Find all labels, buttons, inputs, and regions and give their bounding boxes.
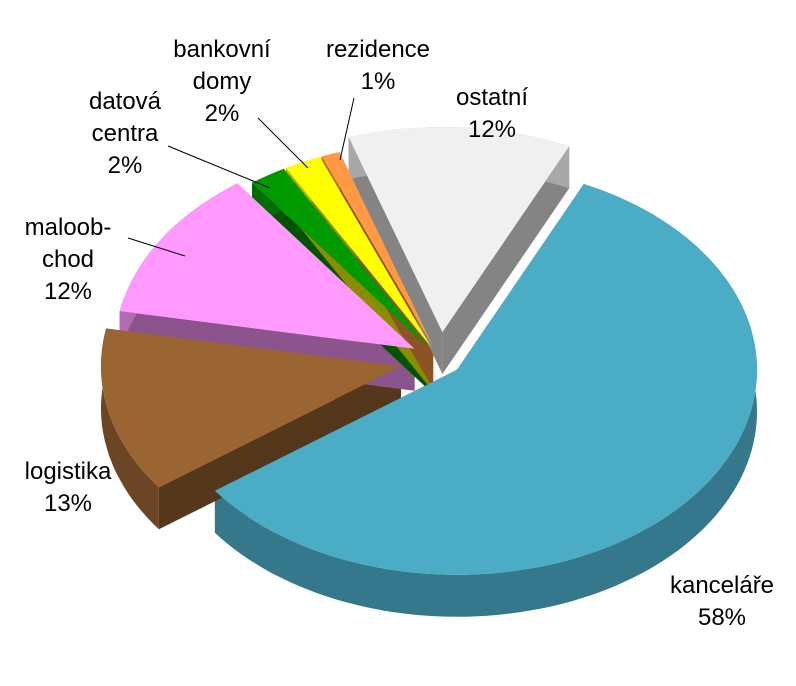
category-label: rezidence [325,36,431,63]
slice [119,183,415,349]
value-label: 12% [43,278,93,305]
category-label: maloob- chod [24,214,112,273]
slice-cut-face [158,366,401,530]
slice-label: logistika 13% [25,456,112,520]
value-label: 1% [360,68,396,95]
slice [348,127,570,332]
slice-cut-face [348,137,443,374]
value-label: 13% [43,490,93,517]
slice [101,328,401,488]
category-label: datová centra [88,88,162,147]
category-label: kanceláře [669,572,775,599]
category-label: bankovní domy [173,36,271,95]
category-label: logistika [24,458,112,485]
slice-outer-wall [101,328,159,530]
value-label: 58% [697,604,747,631]
slice-label: rezidence 1% [326,34,430,98]
category-label: ostatní [455,84,529,111]
slice [321,152,434,347]
slice-label: kanceláře 58% [670,570,774,634]
leader-line [167,145,271,189]
slice [286,157,432,348]
slice-label: ostatní 12% [456,82,528,146]
slice-tops [101,127,757,575]
value-label: 12% [467,116,517,143]
value-label: 2% [204,100,240,127]
slice [214,184,757,575]
leader-line [257,117,309,169]
slice-cut-face [442,146,570,374]
leader-line [127,237,186,257]
slice [252,168,430,349]
slice-label: maloob- chod 12% [25,212,112,308]
leader-line [339,97,355,161]
slice-label: datová centra 2% [89,86,161,182]
slice-label: bankovní domy 2% [173,34,270,130]
value-label: 2% [107,152,143,179]
